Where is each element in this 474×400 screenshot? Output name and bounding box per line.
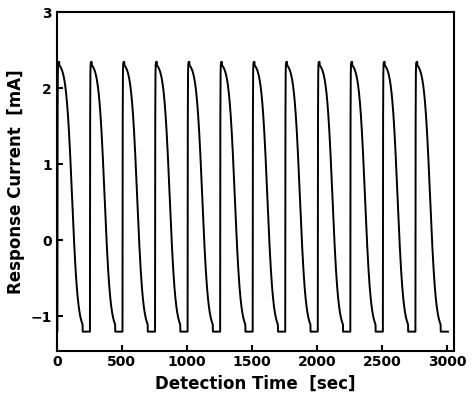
Y-axis label: Response Current  [mA]: Response Current [mA] bbox=[7, 69, 25, 294]
X-axis label: Detection Time  [sec]: Detection Time [sec] bbox=[155, 375, 356, 393]
